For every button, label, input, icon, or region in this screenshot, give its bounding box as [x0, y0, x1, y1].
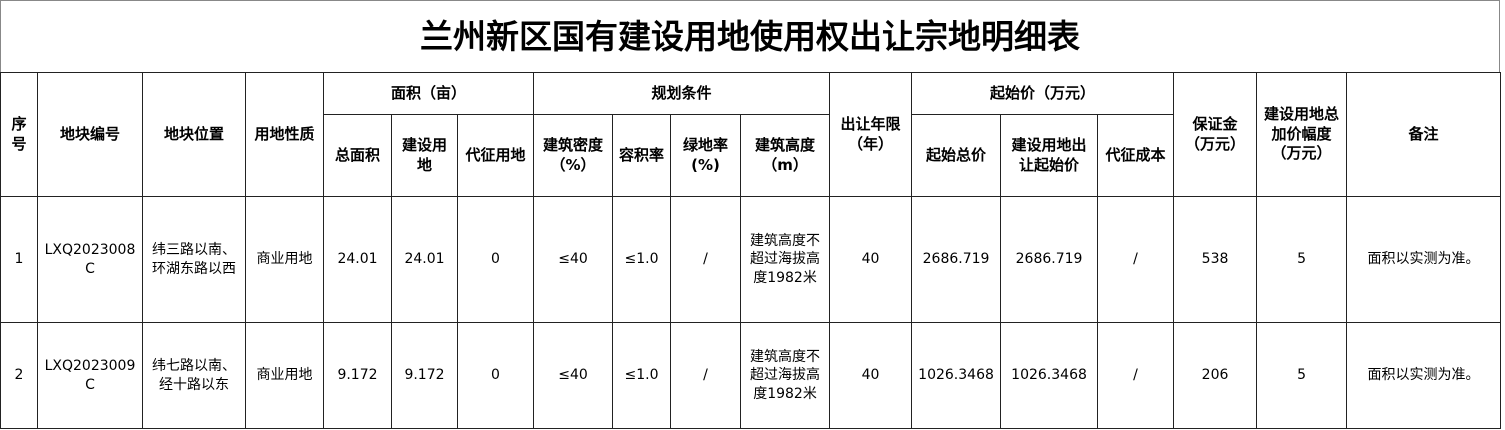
land-table: 序号 地块编号 地块位置 用地性质 面积（亩） 规划条件 出让年限（年） 起始价（万元） 保证金…	[0, 72, 1502, 429]
header-cell: 备注	[1346, 72, 1502, 197]
subheader-cell: 代征成本	[1097, 114, 1175, 197]
table-cell: 建筑高度不超过海拔高度1982米	[740, 196, 831, 323]
subheader-cell: 建筑高度（m）	[740, 114, 831, 197]
subheader-cell: 绿地率(%)	[670, 114, 742, 197]
header-cell: 地块位置	[142, 72, 246, 197]
table-cell: 5	[1256, 196, 1348, 323]
subheader-cell: 建筑密度（%）	[533, 114, 614, 197]
table-cell: 商业用地	[245, 322, 324, 429]
table-cell: 面积以实测为准。	[1346, 196, 1502, 323]
table-cell: 纬三路以南、环湖东路以西	[142, 196, 246, 323]
header-cell: 规划条件	[533, 72, 831, 115]
table-cell: 纬七路以南、经十路以东	[142, 322, 246, 429]
subheader-cell: 建设用地出让起始价	[1000, 114, 1099, 197]
table-cell: 1	[0, 196, 38, 323]
table-cell: 206	[1173, 322, 1258, 429]
table-cell: 24.01	[323, 196, 392, 323]
table-cell: 9.172	[323, 322, 392, 429]
table-cell: LXQ2023009C	[37, 322, 143, 429]
table-cell: 1026.3468	[1000, 322, 1099, 429]
subheader-cell: 总面积	[323, 114, 392, 197]
table-cell: /	[1097, 196, 1175, 323]
header-cell: 出让年限（年）	[829, 72, 913, 197]
subheader-cell: 起始总价	[911, 114, 1002, 197]
table-cell: 2686.719	[911, 196, 1002, 323]
header-cell: 序号	[0, 72, 38, 197]
subheader-cell: 容积率	[612, 114, 672, 197]
table-cell: LXQ2023008C	[37, 196, 143, 323]
table-cell: 0	[456, 196, 535, 323]
table-cell: ≤40	[533, 196, 614, 323]
table-cell: /	[670, 322, 742, 429]
table-cell: 2686.719	[1000, 196, 1099, 323]
subheader-cell: 建设用地	[391, 114, 458, 197]
header-cell: 面积（亩）	[322, 72, 535, 115]
table-cell: 商业用地	[245, 196, 324, 323]
table-cell: 9.172	[391, 322, 458, 429]
table-cell: 建筑高度不超过海拔高度1982米	[740, 322, 831, 429]
table-cell: 40	[829, 322, 913, 429]
table-cell: 40	[829, 196, 913, 323]
header-cell: 建设用地总加价幅度（万元）	[1256, 72, 1348, 197]
table-cell: 面积以实测为准。	[1346, 322, 1502, 429]
table-cell: ≤1.0	[612, 322, 672, 429]
table-cell: 24.01	[391, 196, 458, 323]
table-cell: 5	[1256, 322, 1348, 429]
header-cell: 起始价（万元）	[911, 72, 1175, 115]
table-cell: ≤40	[533, 322, 614, 429]
title: 兰州新区国有建设用地使用权出让宗地明细表	[0, 0, 1500, 72]
table-cell: ≤1.0	[612, 196, 672, 323]
header-cell: 保证金（万元）	[1173, 72, 1258, 197]
subheader-cell: 代征用地	[456, 114, 535, 197]
table-row: 1 LXQ2023008C 纬三路以南、环湖东路以西 商业用地 24.01 24.01 0 ≤…	[0, 196, 1502, 323]
table-cell: 2	[0, 322, 38, 429]
header-cell: 用地性质	[245, 72, 324, 197]
table-cell: 538	[1173, 196, 1258, 323]
table-row: 2 LXQ2023009C 纬七路以南、经十路以东 商业用地 9.172 9.172 0 ≤4…	[0, 322, 1502, 429]
table-cell: /	[1097, 322, 1175, 429]
table-cell: /	[670, 196, 742, 323]
table-cell: 1026.3468	[911, 322, 1002, 429]
table-cell: 0	[456, 322, 535, 429]
header-cell: 地块编号	[37, 72, 143, 197]
